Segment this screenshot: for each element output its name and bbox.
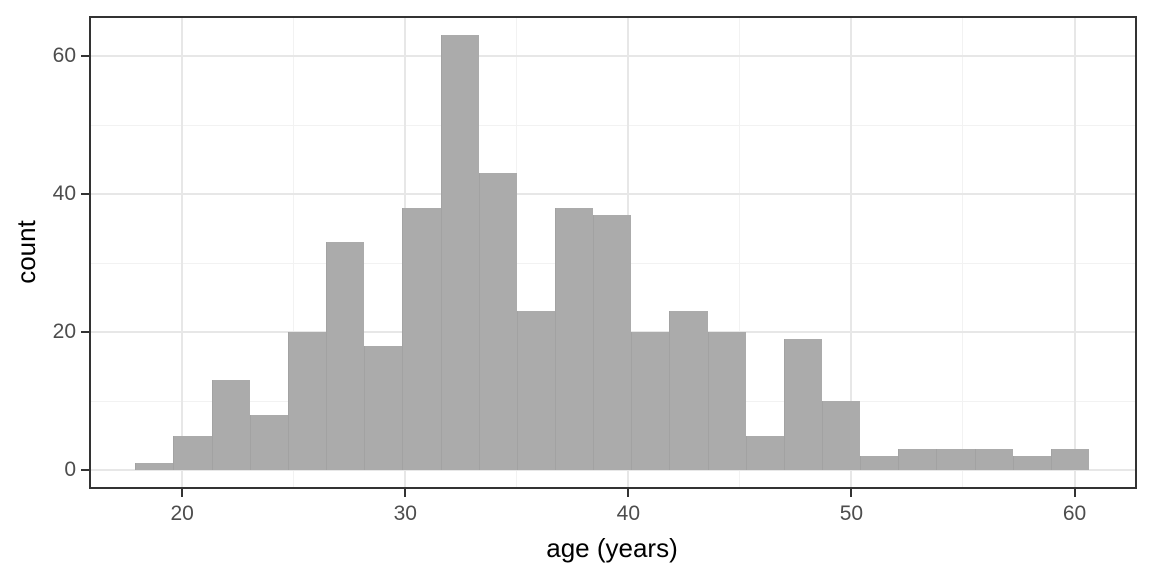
histogram-bar [440, 35, 479, 471]
histogram-bar [326, 242, 365, 470]
y-tick-label: 20 [52, 320, 76, 344]
x-tick-label: 60 [1062, 502, 1087, 525]
x-tick-label: 50 [839, 502, 864, 525]
histogram-bar [631, 332, 670, 471]
gridline-major-horizontal [88, 55, 1137, 58]
gridline-major-vertical [850, 16, 853, 489]
histogram-bar [478, 173, 517, 471]
histogram-bar [1050, 449, 1090, 470]
gridline-major-horizontal [88, 193, 1137, 196]
x-axis-title: age (years) [546, 533, 678, 563]
histogram-bar [402, 207, 441, 470]
histogram-bar [669, 311, 708, 470]
x-tick-label: 40 [616, 502, 641, 525]
y-tick-label: 0 [64, 458, 76, 482]
x-tick-label: 30 [393, 502, 417, 525]
y-axis-title: count [11, 220, 41, 284]
y-tick-mark [80, 469, 89, 472]
histogram-bar [287, 332, 327, 471]
histogram-bar [898, 449, 937, 470]
gridline-major-vertical [1073, 16, 1076, 489]
histogram-bar [593, 214, 632, 471]
gridline-minor-vertical [293, 16, 295, 489]
histogram-bar [516, 311, 555, 470]
x-tick-mark [404, 489, 407, 497]
x-tick-mark [627, 489, 630, 497]
histogram-bar [211, 380, 250, 470]
gridline-minor-vertical [739, 16, 741, 489]
x-tick-mark [181, 489, 184, 497]
histogram-bar [822, 401, 861, 471]
histogram-bar [707, 332, 746, 471]
x-tick-label: 20 [170, 502, 194, 525]
y-tick-mark [80, 331, 89, 334]
gridline-minor-vertical [962, 16, 964, 489]
x-tick-mark [1073, 489, 1076, 497]
gridline-major-vertical [181, 16, 184, 489]
histogram-bar [1012, 456, 1051, 471]
x-tick-mark [850, 489, 853, 497]
gridline-major-horizontal [88, 469, 1137, 472]
histogram-bar [173, 435, 212, 471]
y-tick-label: 40 [52, 182, 76, 206]
gridline-minor-vertical [516, 16, 518, 489]
y-tick-mark [80, 55, 89, 58]
histogram-bar [974, 449, 1013, 470]
histogram-bar [364, 345, 403, 470]
gridline-minor-horizontal [88, 124, 1137, 126]
y-tick-mark [80, 193, 89, 196]
y-tick-label: 60 [52, 44, 76, 68]
histogram-bar [249, 414, 288, 470]
histogram-bar [936, 449, 975, 470]
histogram-bar [860, 456, 899, 471]
histogram-bar [745, 435, 784, 471]
histogram-bar [554, 207, 594, 470]
histogram-bar [135, 463, 174, 470]
histogram-bar [783, 338, 822, 471]
